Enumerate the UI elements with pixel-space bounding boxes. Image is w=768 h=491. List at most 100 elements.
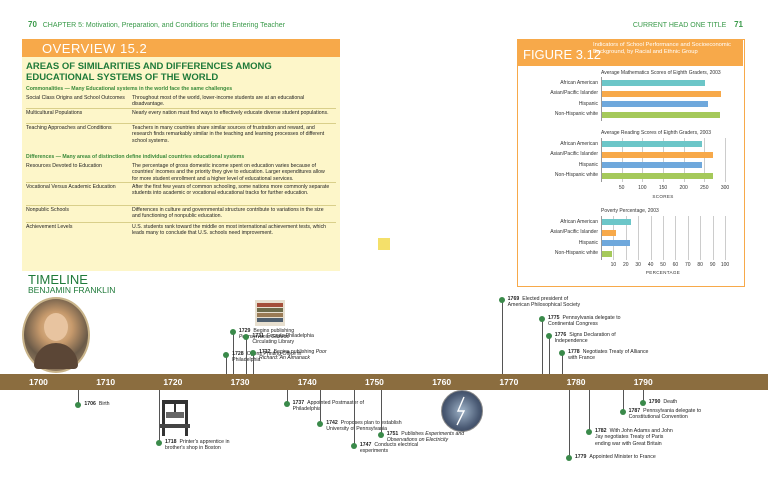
printing-press-sketch <box>160 400 190 436</box>
timeline-event: 1706 Birth <box>84 401 166 407</box>
category-label: Non-Hispanic white <box>554 250 598 256</box>
timeline-event: 1729 Begins publishing Pennsylvania Gazet… <box>239 328 321 341</box>
tick-label: 50 <box>660 262 666 268</box>
gridline <box>663 216 664 260</box>
timeline-event: 1732 Begins publishing Poor Richard: An A… <box>259 349 341 362</box>
event-year: 1775 <box>548 315 560 321</box>
tick-label: 20 <box>623 262 629 268</box>
timeline-event: 1778 Negotiates Treaty of Alliance with F… <box>568 349 650 362</box>
event-year: 1728 <box>232 351 244 357</box>
book-spine <box>257 303 283 307</box>
right-page-header: CURRENT HEAD ONE TITLE 71 <box>633 20 743 29</box>
row-description: Throughout most of the world, lower-inco… <box>132 95 305 108</box>
row-topic: Resources Devoted to Education <box>26 163 102 169</box>
gridline <box>712 216 714 260</box>
timeline-year-label: 1700 <box>29 377 48 387</box>
event-text: Elected president of American Philosophi… <box>507 296 581 309</box>
gridline <box>650 216 652 260</box>
timeline-event: 1728 Opens Printing Office in Philadelphi… <box>232 351 314 364</box>
row-description: U.S. students rank toward the middle on … <box>132 224 327 237</box>
event-text: Proposes plan to establish University of… <box>326 420 402 433</box>
timeline-event: 1790 Death <box>649 399 731 405</box>
event-connector <box>501 300 503 374</box>
franklin-portrait-image <box>22 297 90 373</box>
event-marker <box>243 334 250 340</box>
event-connector <box>286 390 288 404</box>
event-text: Pennsylvania delegate to Constitutional … <box>628 408 702 421</box>
tick-label: 60 <box>672 262 679 268</box>
gridline <box>687 216 689 260</box>
figure-caption: Indicators of School Performance and Soc… <box>593 42 731 55</box>
bar <box>601 90 722 97</box>
event-connector <box>78 390 80 405</box>
charts-container: Average Mathematics Scores of Eighth Gra… <box>518 40 743 286</box>
event-connector <box>642 390 644 403</box>
event-marker <box>155 440 162 446</box>
event-connector <box>226 355 228 374</box>
timeline-event: 1718 Printer's apprentice in brother's sh… <box>165 439 247 452</box>
tick-label: 30 <box>635 262 641 268</box>
overview-box: OVERVIEW 15.2 AREAS OF SIMILARITIES AND … <box>22 39 340 271</box>
event-text: Printer's apprentice in brother's shop i… <box>164 439 230 452</box>
event-marker <box>498 297 505 303</box>
event-text: Begins publishing <box>253 328 295 334</box>
figure-title-bar <box>518 40 743 66</box>
tick-label: 90 <box>709 262 716 268</box>
bar <box>601 250 613 257</box>
gridline <box>625 216 627 260</box>
category-label: African American <box>560 140 598 147</box>
tick-label: 250 <box>700 185 709 191</box>
event-year: 1790 <box>648 399 661 405</box>
event-year: 1782 <box>595 428 607 434</box>
category-label: African American <box>560 79 598 86</box>
bar <box>601 162 703 168</box>
tick-label: 50 <box>618 185 625 191</box>
timeline-event: 1787 Pennsylvania delegate to Constitutio… <box>629 408 711 421</box>
event-text: Appointed Minister to France <box>589 454 656 460</box>
event-year: 1778 <box>568 349 580 355</box>
event-connector <box>246 337 248 374</box>
event-connector <box>158 390 160 443</box>
timeline-year-label: 1790 <box>633 377 653 387</box>
event-connector <box>232 332 234 374</box>
bar <box>601 172 714 179</box>
event-year: 1776 <box>554 332 567 338</box>
event-year: 1706 <box>84 401 96 407</box>
category-label: Asian/Pacific Islander <box>550 90 598 96</box>
gridline <box>683 138 685 182</box>
axis-line <box>601 216 602 260</box>
timeline-subtitle: BENJAMIN FRANKLIN <box>28 285 116 295</box>
divider <box>26 123 336 124</box>
timeline-band <box>0 374 768 390</box>
lightning-bolt <box>456 396 466 426</box>
event-text: Negotiates Treaty of Alliance with Franc… <box>568 349 649 362</box>
row-topic: Nonpublic Schools <box>26 207 69 213</box>
category-label: Hispanic <box>578 161 598 168</box>
overview-label: OVERVIEW 15.2 <box>42 41 148 56</box>
timeline-event: 1747 Conducts electrical experiments <box>360 442 442 455</box>
event-publication-title: Pennsylvania Gazette <box>238 334 290 341</box>
tick-label: 70 <box>685 262 691 268</box>
left-page-header: 70 CHAPTER 5: Motivation, Preparation, a… <box>28 20 285 29</box>
gridline <box>642 138 644 182</box>
timeline-year-label: 1740 <box>297 377 317 387</box>
event-text: Begins publishing <box>273 349 316 355</box>
overview-title-bar <box>22 39 340 57</box>
chart-title: Average Reading Scores of Eighth Graders… <box>601 130 711 136</box>
category-label: Non-Hispanic white <box>554 111 598 117</box>
gridline <box>725 138 726 182</box>
event-marker <box>565 455 572 461</box>
timeline-year-label: 1760 <box>432 377 452 387</box>
bar <box>601 229 616 236</box>
event-marker <box>377 432 384 438</box>
event-text: Conducts electrical experiments <box>359 442 419 455</box>
row-topic: Multicultural Populations <box>26 110 83 116</box>
event-marker <box>545 333 552 339</box>
category-label: African American <box>560 218 598 225</box>
timeline-year-label: 1780 <box>566 377 586 387</box>
overview-subhead-differences: Differences — Many areas of distinction … <box>26 154 245 160</box>
timeline-year-label: 1730 <box>230 377 250 387</box>
event-connector <box>562 353 564 374</box>
event-year: 1742 <box>326 420 338 426</box>
